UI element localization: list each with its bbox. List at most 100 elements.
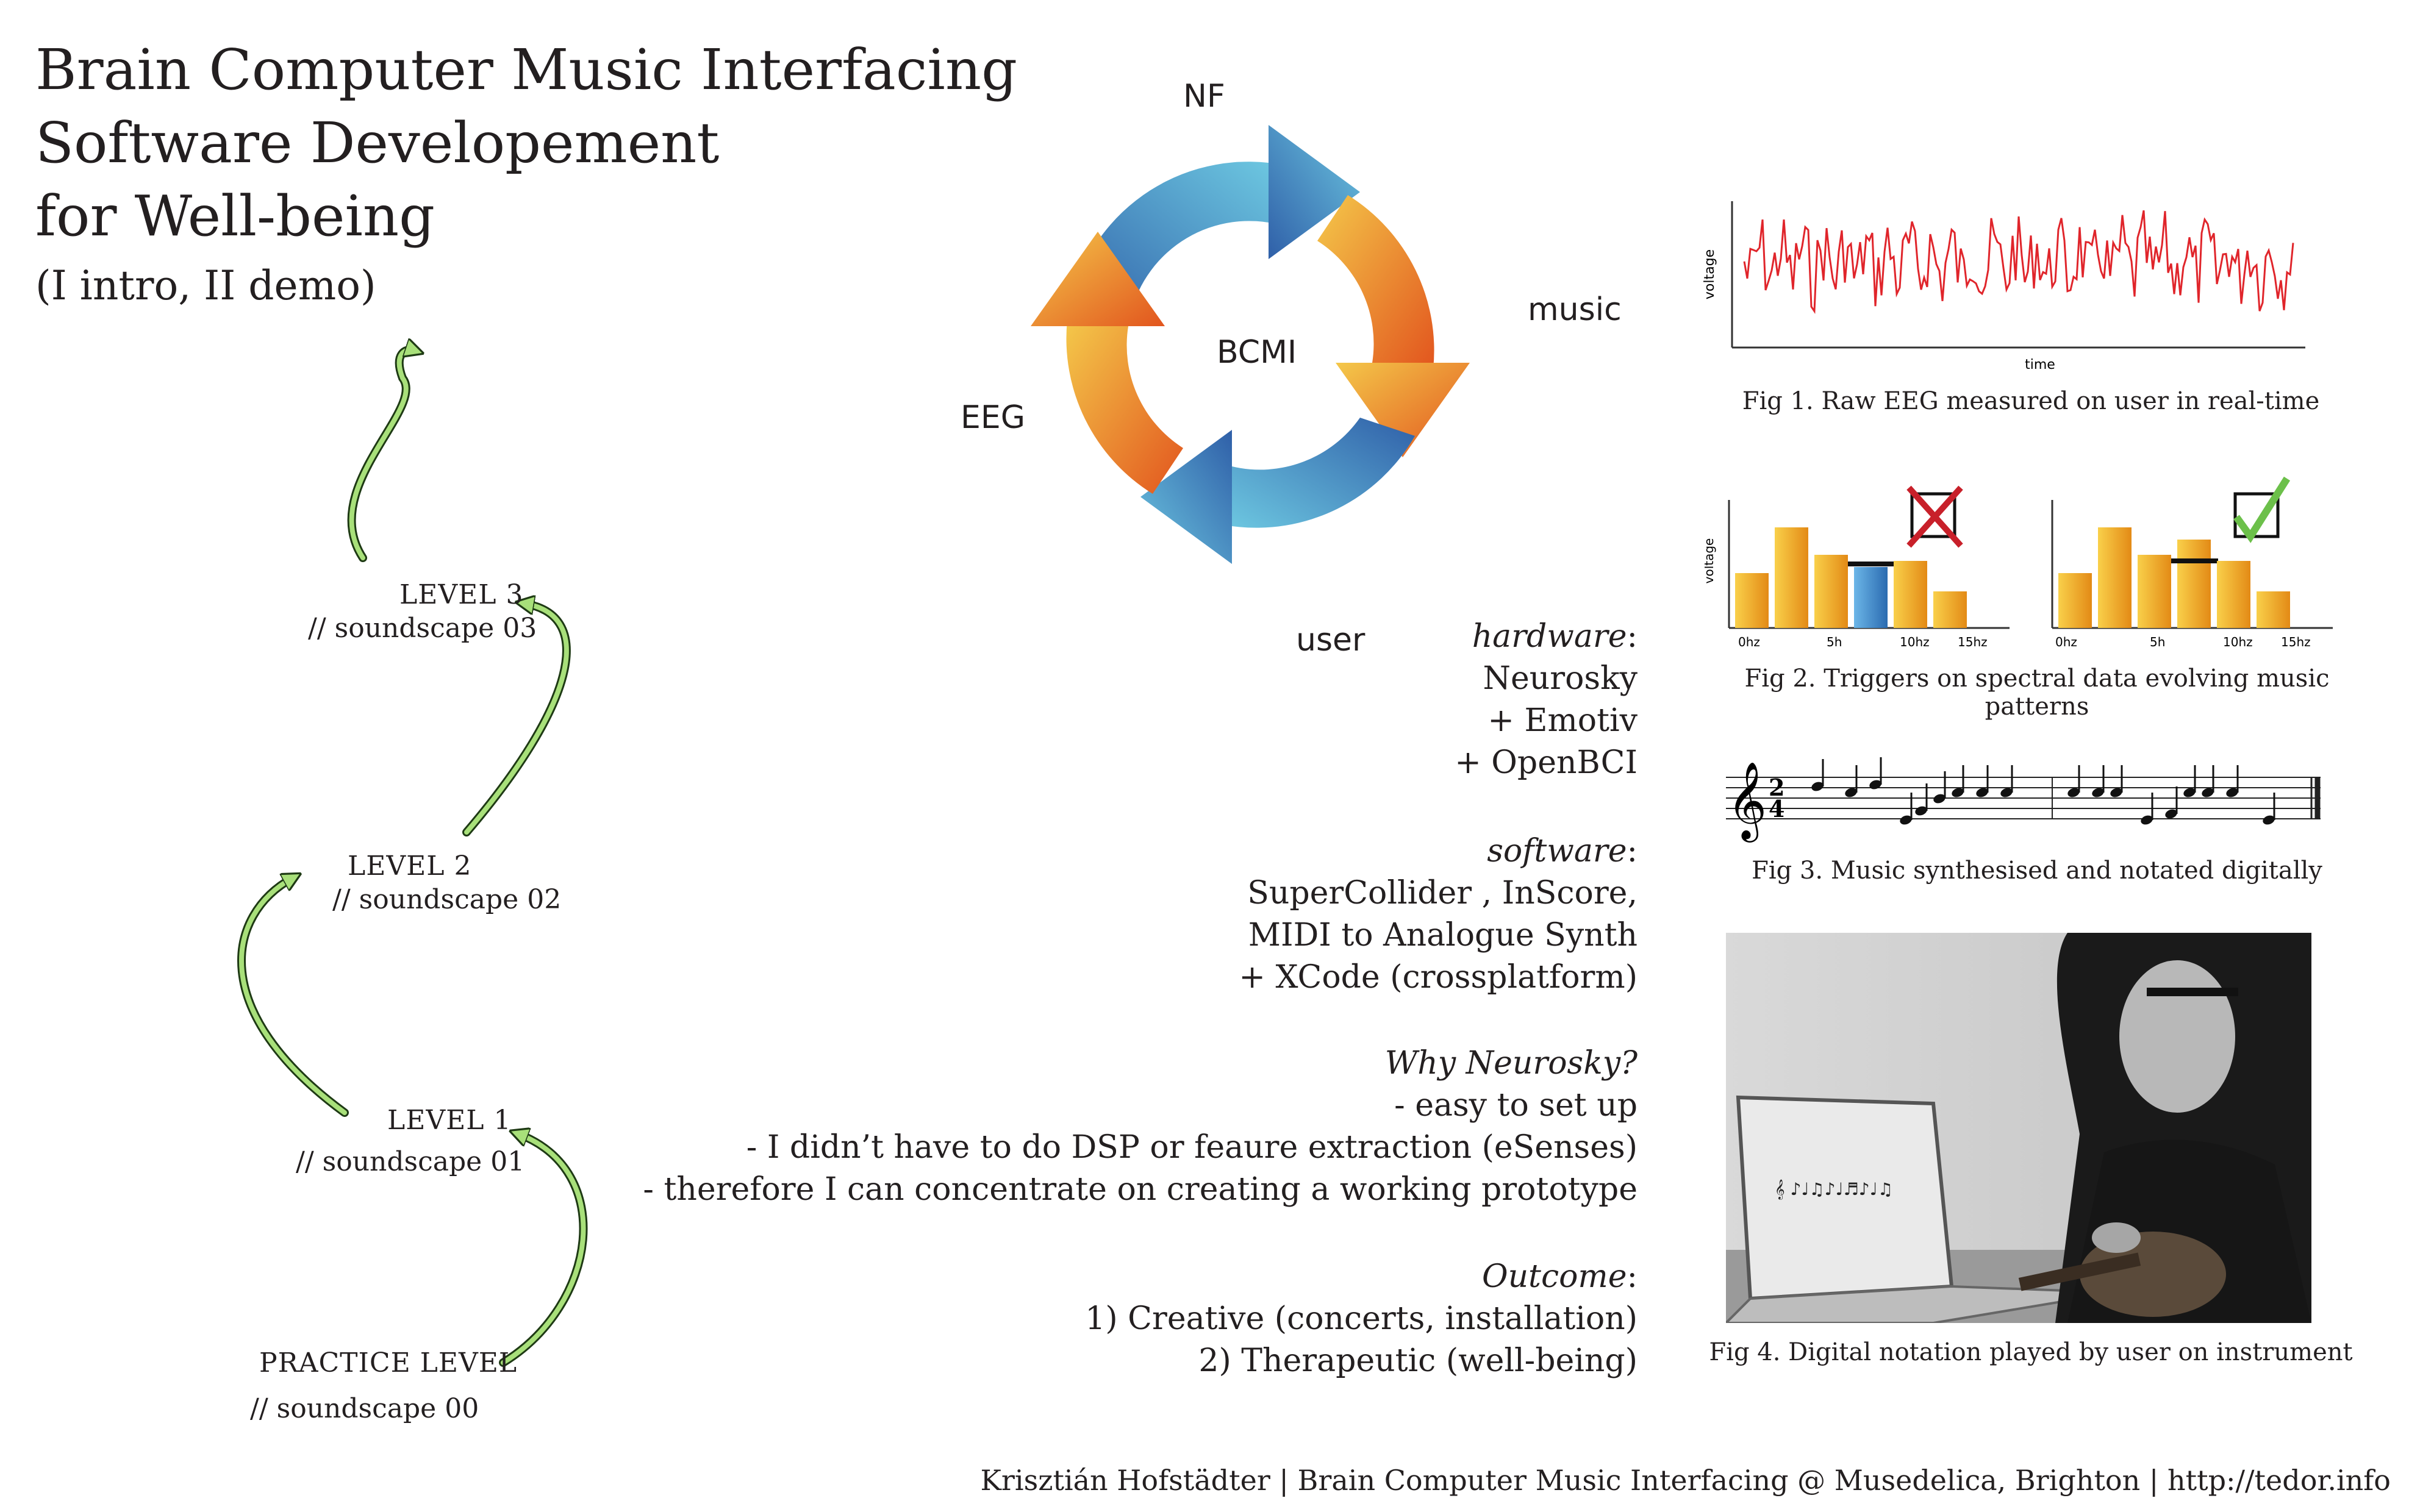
hardware-item: + Emotiv	[1487, 702, 1638, 739]
note-head	[2141, 815, 2153, 825]
fig2-tick: 0hz	[1738, 635, 1760, 649]
fig2-bar	[1933, 591, 1967, 628]
why-section: Why Neurosky? - easy to set up - I didn’…	[643, 1043, 1638, 1211]
user-arrow-head	[1140, 430, 1232, 564]
cycle-user-label: user	[1296, 622, 1366, 658]
level-2-soundscape: // soundscape 02	[332, 884, 562, 915]
fig4-photo: 𝄞 ♪♩♫♪♩♬♪♩♫	[1726, 933, 2311, 1323]
note-head	[2092, 788, 2104, 797]
note-head	[2226, 788, 2238, 797]
cross-icon	[1906, 485, 1963, 548]
hardware-heading: hardware	[1472, 618, 1627, 655]
outcome-item: 1) Creative (concerts, installation)	[1085, 1300, 1638, 1337]
hand	[2092, 1222, 2141, 1253]
fig2-bar	[2098, 527, 2132, 628]
headset	[2147, 988, 2238, 996]
software-heading: software	[1487, 833, 1627, 869]
outcome-section: Outcome: 1) Creative (concerts, installa…	[1085, 1256, 1638, 1382]
svg-text:2: 2	[1769, 774, 1784, 801]
level-3-soundscape: // soundscape 03	[308, 613, 537, 644]
fig2-bar	[2257, 591, 2290, 628]
note-head	[1915, 806, 1927, 816]
fig2-bar	[1775, 527, 1808, 628]
fig3-notation: 𝄞 2 4	[1726, 757, 2321, 843]
note-head	[1900, 815, 1912, 825]
note-head	[1952, 788, 1964, 797]
note-head	[2263, 815, 2275, 825]
treble-clef-icon: 𝄞	[1727, 761, 1767, 843]
note-head	[1976, 788, 1988, 797]
fig2-box	[2233, 492, 2280, 538]
level-3-label: LEVEL 3	[399, 579, 524, 610]
fig1-eeg-plot: voltage time	[1702, 201, 2305, 373]
eeg-arrow-body	[1066, 320, 1183, 494]
fig2-tick: 5h	[2150, 635, 2165, 649]
guitar-neck	[2018, 1252, 2141, 1291]
note-head	[2110, 788, 2122, 797]
title-line-2: Software Developement	[35, 110, 720, 176]
level-arrows	[237, 329, 588, 1367]
nf-arrow-head	[1269, 125, 1360, 259]
fig2-bar	[2217, 561, 2250, 628]
fig1-xlabel: time	[2025, 357, 2055, 373]
software-item: MIDI to Analogue Synth	[1248, 917, 1638, 954]
cycle-nf-label: NF	[1183, 78, 1225, 115]
fig2-tick: 5h	[1827, 635, 1842, 649]
note-head	[1845, 788, 1857, 797]
fig2-bar	[1894, 561, 1927, 628]
music-arrow-body	[1317, 195, 1434, 369]
level-1-soundscape: // soundscape 01	[296, 1146, 525, 1177]
fig2-tick: 15hz	[1958, 635, 1988, 649]
level-2-label: LEVEL 2	[348, 850, 472, 882]
outcome-heading: Outcome	[1481, 1258, 1627, 1295]
cycle-center-label: BCMI	[1217, 334, 1297, 371]
fig2-caption: Fig 2. Triggers on spectral data evolvin…	[1744, 665, 2330, 721]
practice-level-soundscape: // soundscape 00	[250, 1393, 479, 1424]
note-head	[2202, 788, 2214, 797]
laptop-notation: 𝄞 ♪♩♫♪♩♬♪♩♫	[1775, 1179, 1893, 1200]
title-line-3: for Well-being	[35, 184, 435, 249]
title-line-1: Brain Computer Music Interfacing	[35, 37, 1017, 102]
software-section: software: SuperCollider , InScore, MIDI …	[1239, 830, 1638, 999]
eeg-arrow-head	[1031, 232, 1165, 326]
fig3-caption: Fig 3. Music synthesised and notated dig…	[1752, 857, 2322, 885]
fig1-caption: Fig 1. Raw EEG measured on user in real-…	[1742, 387, 2320, 415]
laptop-keyboard	[1726, 1285, 2117, 1323]
fig1-ylabel: voltage	[1702, 249, 1717, 299]
fig2-bar-active	[1854, 567, 1888, 628]
svg-text:4: 4	[1769, 795, 1784, 822]
fig4-caption: Fig 4. Digital notation played by user o…	[1709, 1338, 2353, 1366]
fig2-tick: 15hz	[2281, 635, 2311, 649]
software-item: SuperCollider , InScore,	[1247, 875, 1638, 911]
note-head	[1811, 782, 1824, 791]
why-heading: Why Neurosky?	[1384, 1045, 1638, 1082]
fig2-bar	[2058, 573, 2092, 628]
level-1-label: LEVEL 1	[387, 1105, 512, 1136]
check-icon	[2233, 476, 2291, 543]
note-head	[1933, 794, 1945, 804]
outcome-item: 2) Therapeutic (well-being)	[1198, 1343, 1638, 1379]
why-item: - easy to set up	[1394, 1087, 1638, 1124]
music-notes	[1811, 757, 2275, 825]
note-head	[2183, 788, 2196, 797]
fig2-tick: 10hz	[2223, 635, 2253, 649]
hardware-item: Neurosky	[1483, 660, 1638, 697]
fig2-bar	[1735, 573, 1769, 628]
why-item: - therefore I can concentrate on creatin…	[643, 1171, 1638, 1208]
fig1-eeg-trace	[1743, 210, 2294, 315]
note-head	[1869, 780, 1881, 790]
note-head	[2000, 788, 2013, 797]
poster-title: Brain Computer Music Interfacing Softwar…	[35, 34, 1017, 253]
fig2-bar	[2177, 540, 2211, 628]
user-arrow-body	[1232, 418, 1415, 528]
note-head	[2067, 788, 2080, 797]
note-head	[2165, 809, 2177, 819]
fig2-spectral-charts: voltage 0hz 5h 10hz 15hz 0hz 5h 10hz 15h…	[1705, 476, 2333, 649]
credit-line: Krisztián Hofstädter | Brain Computer Mu…	[980, 1464, 2391, 1497]
hardware-section: hardware: Neurosky + Emotiv + OpenBCI	[1455, 616, 1638, 784]
fig2-ylabel: voltage	[1705, 538, 1716, 584]
software-item: + XCode (crossplatform)	[1239, 959, 1638, 996]
fig2-tick: 10hz	[1900, 635, 1930, 649]
fig2-tick: 0hz	[2055, 635, 2077, 649]
fig2-box	[1910, 492, 1956, 538]
